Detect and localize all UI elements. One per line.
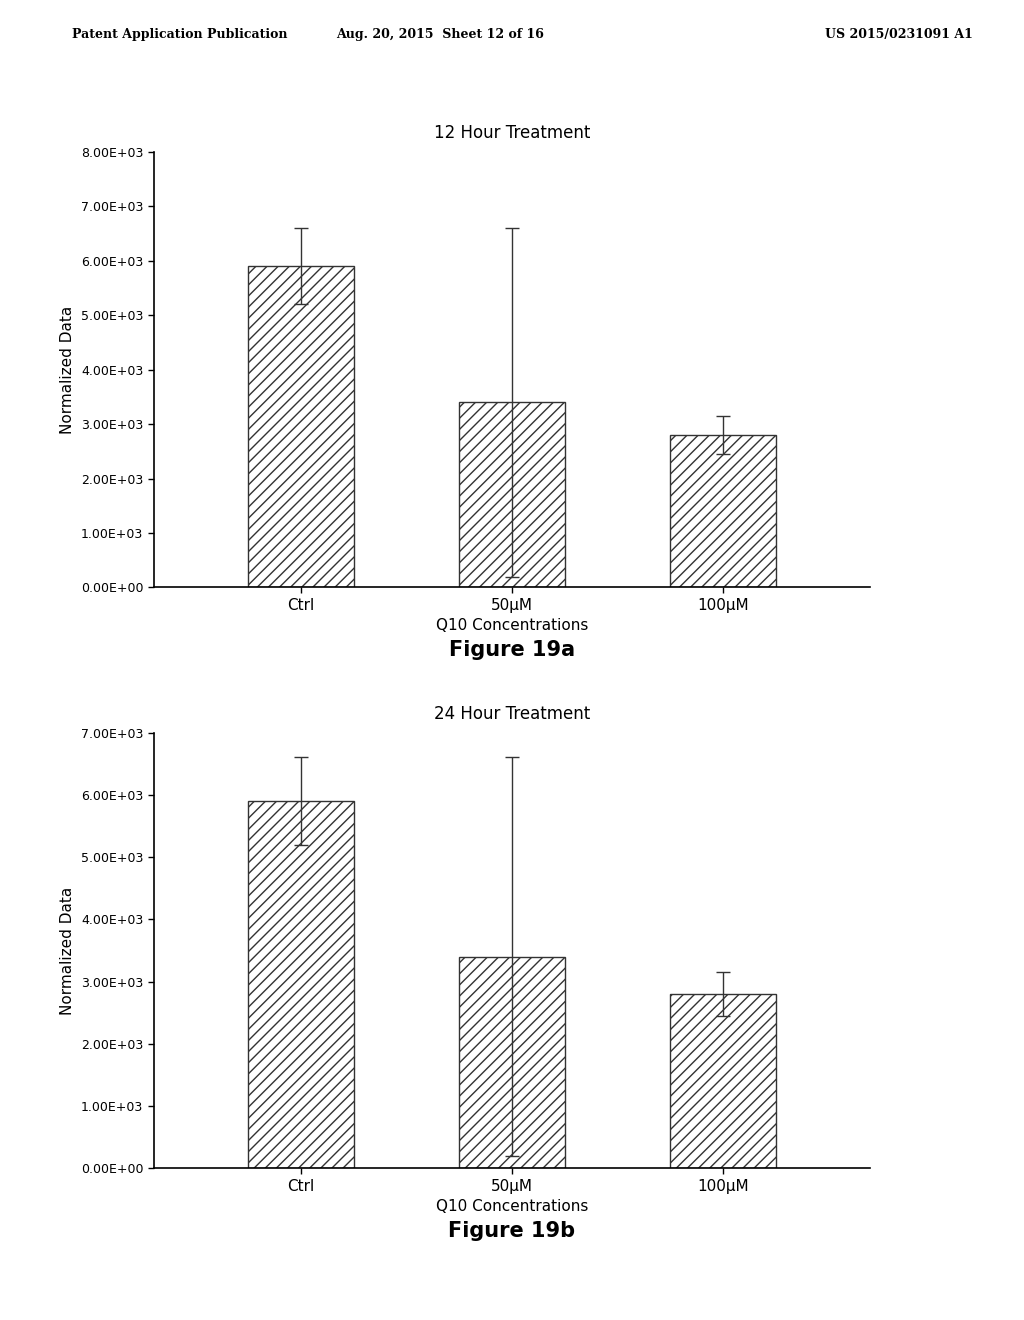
Bar xyxy=(249,267,354,587)
Text: Figure 19a: Figure 19a xyxy=(449,640,575,660)
Bar xyxy=(670,994,775,1168)
Text: Patent Application Publication: Patent Application Publication xyxy=(72,28,287,41)
Text: Aug. 20, 2015  Sheet 12 of 16: Aug. 20, 2015 Sheet 12 of 16 xyxy=(336,28,545,41)
Bar xyxy=(460,957,564,1168)
Y-axis label: Normalized Data: Normalized Data xyxy=(60,305,75,434)
Bar xyxy=(460,403,564,587)
X-axis label: Q10 Concentrations: Q10 Concentrations xyxy=(436,618,588,634)
Bar xyxy=(670,434,775,587)
Bar xyxy=(249,801,354,1168)
Y-axis label: Normalized Data: Normalized Data xyxy=(60,886,75,1015)
Title: 12 Hour Treatment: 12 Hour Treatment xyxy=(434,124,590,143)
Text: Figure 19b: Figure 19b xyxy=(449,1221,575,1241)
Text: US 2015/0231091 A1: US 2015/0231091 A1 xyxy=(825,28,973,41)
Title: 24 Hour Treatment: 24 Hour Treatment xyxy=(434,705,590,723)
X-axis label: Q10 Concentrations: Q10 Concentrations xyxy=(436,1199,588,1214)
